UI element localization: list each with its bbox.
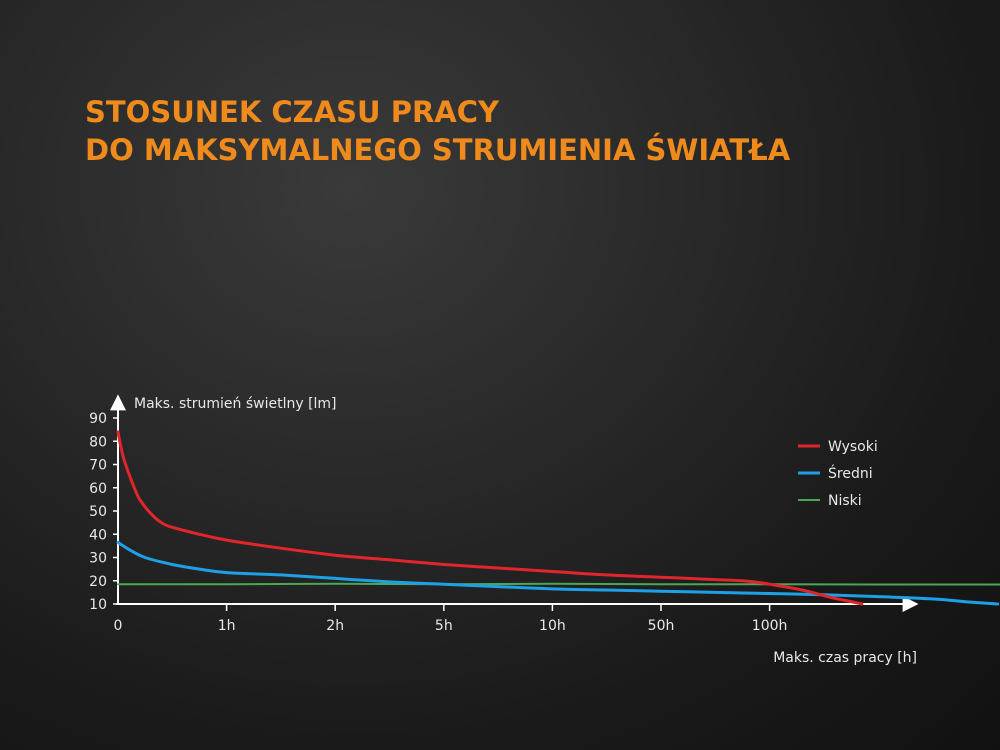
y-tick-label: 60 (89, 481, 107, 497)
y-ticks: 10 20 30 40 50 60 70 80 90 (89, 411, 118, 613)
series-lines (116, 430, 1000, 606)
y-tick-label: 20 (89, 574, 107, 590)
legend-label: Wysoki (828, 439, 878, 455)
series-line-wysoki (116, 430, 864, 606)
chart-title-line-2: DO MAKSYMALNEGO STRUMIENIA ŚWIATŁA (85, 133, 791, 167)
y-tick-label: 80 (89, 434, 107, 450)
x-tick-label: 100h (752, 618, 788, 634)
y-tick-label: 70 (89, 458, 107, 474)
y-axis-label: Maks. strumień świetlny [lm] (134, 396, 337, 412)
x-axis-label: Maks. czas pracy [h] (773, 650, 917, 666)
legend: Wysoki Średni Niski (798, 439, 878, 509)
y-tick-label: 90 (89, 411, 107, 427)
legend-label: Niski (828, 493, 862, 509)
chart-title-line-1: STOSUNEK CZASU PRACY (85, 95, 500, 129)
x-tick-label: 2h (326, 618, 344, 634)
series-line-sredni (116, 540, 1000, 606)
chart-title: STOSUNEK CZASU PRACY DO MAKSYMALNEGO STR… (85, 93, 790, 169)
x-tick-label: 10h (539, 618, 566, 634)
y-tick-label: 10 (89, 597, 107, 613)
x-tick-label: 5h (435, 618, 453, 634)
x-tick-label: 1h (218, 618, 236, 634)
legend-label: Średni (828, 464, 873, 482)
y-tick-label: 30 (89, 551, 107, 567)
x-tick-label: 0 (114, 618, 123, 634)
y-tick-label: 40 (89, 527, 107, 543)
x-ticks: 0 1h 2h 5h 10h 50h 100h (114, 604, 788, 634)
x-tick-label: 50h (648, 618, 675, 634)
series-line-niski (117, 582, 1000, 586)
y-tick-label: 50 (89, 504, 107, 520)
